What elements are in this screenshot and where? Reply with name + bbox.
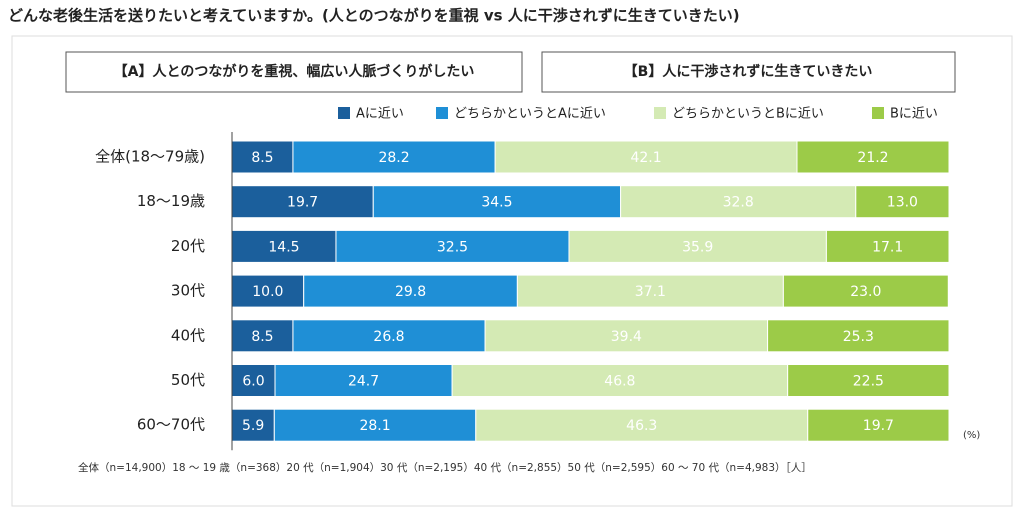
y-tick-label: 40代 <box>171 326 205 344</box>
bar-segment <box>516 274 784 308</box>
y-tick-label: 20代 <box>171 237 205 255</box>
bar-segment <box>855 185 950 219</box>
data-label: 13.0 <box>887 195 918 211</box>
data-label: 23.0 <box>850 284 881 300</box>
data-label: 24.7 <box>348 374 379 390</box>
bar-segment <box>292 319 486 353</box>
data-label: 39.4 <box>611 329 642 345</box>
legend-label: どちらかというとBに近い <box>672 107 824 122</box>
bar-segment <box>796 140 950 174</box>
data-label: 46.8 <box>604 374 635 390</box>
data-label: 22.5 <box>853 374 884 390</box>
data-label: 29.8 <box>395 284 426 300</box>
data-label: 34.5 <box>481 195 512 211</box>
data-label: 17.1 <box>872 239 903 255</box>
header-box <box>65 51 523 93</box>
bar-segment <box>372 185 622 219</box>
legend-swatch <box>654 107 666 119</box>
frame <box>11 35 1013 507</box>
header-a: 【A】人とのつながりを重視、幅広い人脈づくりがしたい <box>114 63 475 80</box>
data-label: 19.7 <box>287 195 318 211</box>
bar-segment <box>568 229 827 263</box>
y-tick-label: 60〜70代 <box>137 416 205 434</box>
legend-label: どちらかというとAに近い <box>454 107 606 122</box>
header-box <box>541 51 956 93</box>
bar-segment <box>620 185 857 219</box>
y-tick-label: 50代 <box>171 371 205 389</box>
data-label: 35.9 <box>682 239 713 255</box>
data-label: 46.3 <box>626 418 657 434</box>
bar-segment <box>231 229 337 263</box>
bar-segment <box>231 408 275 442</box>
bar-segment <box>494 140 798 174</box>
data-label: 28.2 <box>378 150 409 166</box>
bar-segment <box>782 274 949 308</box>
bar-segment <box>475 408 809 442</box>
legend-label: Aに近い <box>356 107 404 122</box>
bar-segment <box>231 274 305 308</box>
y-tick-label: 18〜19歳 <box>137 192 205 210</box>
data-label: 42.1 <box>630 150 661 166</box>
bar-segment <box>303 274 518 308</box>
data-label: 10.0 <box>252 284 283 300</box>
bar-segment <box>767 319 950 353</box>
data-label: 21.2 <box>857 150 888 166</box>
bar-segment <box>807 408 950 442</box>
data-label: 19.7 <box>863 418 894 434</box>
data-label: 26.8 <box>373 329 404 345</box>
data-label: 6.0 <box>242 374 264 390</box>
legend-swatch <box>436 107 448 119</box>
footnote: 全体（n=14,900）18 ～ 19 歳（n=368）20 代（n=1,904… <box>78 461 812 474</box>
bar-segment <box>231 319 294 353</box>
data-label: 8.5 <box>251 329 273 345</box>
bar-segment <box>231 364 276 397</box>
chart-title: どんな老後生活を送りたいと考えていますか。(人とのつながりを重視 vs 人に干渉… <box>8 7 740 25</box>
legend-label: Bに近い <box>890 107 938 122</box>
bar-segment <box>273 408 477 442</box>
bar-segment <box>484 319 769 353</box>
bar-segment <box>292 140 496 174</box>
bar-segment <box>451 364 789 397</box>
data-label: 8.5 <box>251 150 273 166</box>
data-label: 5.9 <box>242 418 264 434</box>
legend-swatch <box>338 107 350 119</box>
data-label: 28.1 <box>359 418 390 434</box>
data-label: 37.1 <box>635 284 666 300</box>
y-tick-label: 30代 <box>171 282 205 300</box>
data-label: 14.5 <box>268 239 299 255</box>
data-label: 32.8 <box>723 195 754 211</box>
data-label: 25.3 <box>843 329 874 345</box>
y-tick-label: 全体(18〜79歳) <box>95 148 205 166</box>
unit-label: (%) <box>963 430 980 441</box>
bar-segment <box>335 229 570 263</box>
bar-segment <box>825 229 950 263</box>
data-label: 32.5 <box>437 239 468 255</box>
header-b: 【B】人に干渉されずに生きていきたい <box>624 63 873 80</box>
bar-segment <box>787 364 950 397</box>
legend-swatch <box>872 107 884 119</box>
